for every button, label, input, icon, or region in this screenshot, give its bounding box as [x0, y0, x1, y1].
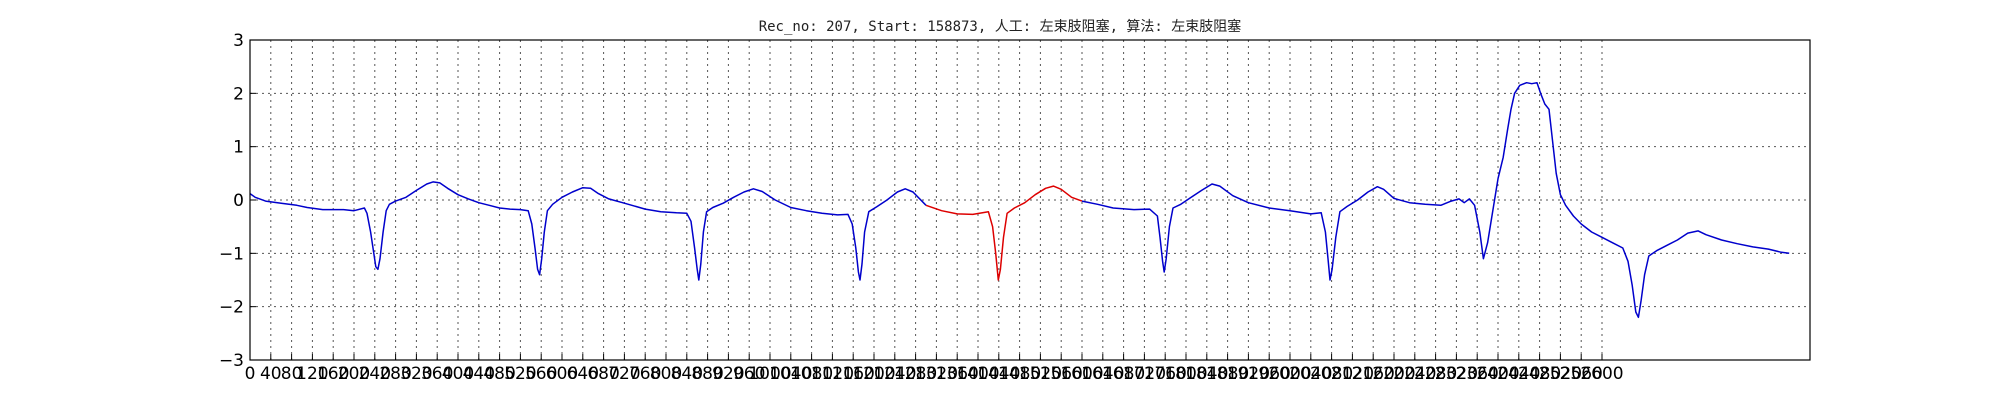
x-tick-label: 1640	[1081, 364, 1124, 384]
x-tick-label: 2360	[1456, 364, 1499, 384]
x-tick-label: 80	[281, 364, 303, 384]
x-tick-label: 1920	[1227, 364, 1270, 384]
x-tick-label: 280	[379, 364, 411, 384]
x-tick-label: 2080	[1310, 364, 1353, 384]
x-tick-label: 1120	[811, 364, 854, 384]
x-tick-label: 2400	[1476, 364, 1519, 384]
x-tick-label: 1880	[1206, 364, 1249, 384]
x-tick-label: 600	[546, 364, 578, 384]
x-tick-label: 1440	[977, 364, 1020, 384]
x-tick-label: 2480	[1518, 364, 1561, 384]
y-tick-label: 0	[233, 191, 244, 211]
x-tick-label: 720	[608, 364, 640, 384]
x-tick-label: 1760	[1144, 364, 1187, 384]
x-tick-label: 2200	[1372, 364, 1415, 384]
x-tick-label: 1840	[1185, 364, 1228, 384]
x-tick-label: 2320	[1435, 364, 1478, 384]
x-tick-label: 560	[525, 364, 557, 384]
x-tick-label: 1560	[1040, 364, 1083, 384]
x-tick-label: 1480	[998, 364, 1041, 384]
y-axis: −3 −2 −1 0 1 2 3	[219, 31, 256, 371]
x-tick-label: 160	[317, 364, 349, 384]
x-tick-label: 2120	[1331, 364, 1374, 384]
x-tick-label: 40	[260, 364, 282, 384]
x-tick-label: 1080	[790, 364, 833, 384]
x-tick-label: 1400	[956, 364, 999, 384]
y-tick-label: 3	[233, 31, 244, 51]
series-layer	[249, 81, 1790, 319]
x-tick-label: 240	[359, 364, 391, 384]
x-tick-label: 200	[338, 364, 370, 384]
x-tick-label: 440	[463, 364, 495, 384]
x-tick-label: 2520	[1539, 364, 1582, 384]
x-tick-label: 1800	[1164, 364, 1207, 384]
x-tick-label: 2560	[1560, 364, 1603, 384]
ecg-series-line-3	[1081, 81, 1790, 319]
x-tick-label: 1600	[1060, 364, 1103, 384]
x-tick-label: 360	[421, 364, 453, 384]
x-tick-label: 400	[442, 364, 474, 384]
x-tick-label: 120	[296, 364, 328, 384]
x-tick-label: 800	[650, 364, 682, 384]
x-tick-label: 480	[483, 364, 515, 384]
y-tick-label: −3	[219, 351, 244, 371]
x-tick-label: 1720	[1123, 364, 1166, 384]
y-tick-label: −1	[219, 244, 244, 264]
x-tick-label: 2600	[1580, 364, 1623, 384]
y-tick-label: 1	[233, 138, 244, 158]
x-tick-label: 920	[712, 364, 744, 384]
x-tick-label: 1240	[873, 364, 916, 384]
x-tick-label: 1160	[832, 364, 875, 384]
x-tick-label: 880	[691, 364, 723, 384]
x-tick-label: 2040	[1289, 364, 1332, 384]
x-tick-label: 520	[504, 364, 536, 384]
grid-lines	[249, 39, 1810, 361]
x-tick-label: 1320	[915, 364, 958, 384]
x-tick-label: 760	[629, 364, 661, 384]
chart-title: Rec_no: 207, Start: 158873, 人工: 左束肢阻塞, 算…	[759, 18, 1242, 35]
x-tick-label: 1280	[894, 364, 937, 384]
x-tick-label: 1000	[748, 364, 791, 384]
x-tick-label: 1040	[769, 364, 812, 384]
y-tick-label: 2	[233, 84, 244, 104]
ecg-series-line-2	[925, 185, 1083, 281]
x-tick-label: 1960	[1248, 364, 1291, 384]
x-tick-label: 960	[733, 364, 765, 384]
x-tick-label: 1360	[936, 364, 979, 384]
x-tick-label: 2440	[1497, 364, 1540, 384]
x-tick-label: 640	[567, 364, 599, 384]
x-tick-label: 2240	[1393, 364, 1436, 384]
x-tick-label: 1680	[1102, 364, 1145, 384]
x-tick-label: 2000	[1268, 364, 1311, 384]
x-tick-label: 2160	[1352, 364, 1395, 384]
x-tick-label: 1200	[852, 364, 895, 384]
x-tick-label: 680	[587, 364, 619, 384]
ecg-series-line-1	[249, 181, 927, 281]
x-tick-label: 840	[671, 364, 703, 384]
x-tick-label: 320	[400, 364, 432, 384]
x-tick-label: 1520	[1019, 364, 1062, 384]
y-tick-label: −2	[219, 298, 244, 318]
x-tick-label: 0	[245, 364, 256, 384]
x-tick-label: 2280	[1414, 364, 1457, 384]
x-axis: 0 40 8012016020024028032036040044048052056…	[245, 354, 1624, 384]
